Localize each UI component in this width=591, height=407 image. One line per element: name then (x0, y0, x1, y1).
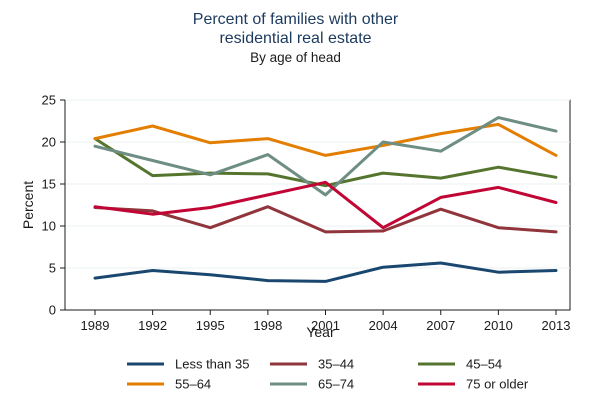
legend-label-less-than-35: Less than 35 (175, 357, 249, 372)
y-axis: 0 5 10 15 20 25 (42, 93, 66, 318)
legend-item-65-74: 65–74 (270, 377, 354, 392)
series-line-65-74 (93, 116, 558, 197)
x-tick-label-1989: 1989 (81, 318, 110, 333)
legend-item-less-than-35: Less than 35 (127, 357, 249, 372)
legend-label-65-74: 65–74 (318, 377, 354, 392)
x-axis: 1989 1992 1995 1998 2001 2004 2007 2010 2013 (65, 309, 571, 333)
x-tick-label-2013: 2013 (542, 318, 571, 333)
x-tick-label-1998: 1998 (253, 318, 282, 333)
chart-title-line1: Percent of families with other (192, 11, 399, 28)
series-line-less-than-35 (93, 261, 558, 283)
x-tick-label-2010: 2010 (484, 318, 513, 333)
x-tick-label-1995: 1995 (196, 318, 225, 333)
legend-item-45-54: 45–54 (418, 357, 502, 372)
x-tick-label-2004: 2004 (369, 318, 398, 333)
x-axis-title: Year (306, 324, 335, 340)
y-tick-label-0: 0 (49, 303, 56, 318)
x-tick-label-1992: 1992 (138, 318, 167, 333)
y-tick-label-20: 20 (42, 135, 56, 150)
legend-label-45-54: 45–54 (466, 357, 502, 372)
legend-item-35-44: 35–44 (270, 357, 354, 372)
y-tick-label-25: 25 (42, 93, 56, 108)
x-tick-label-2007: 2007 (426, 318, 455, 333)
plot-frame (64, 99, 571, 311)
x-tick-label-2001: 2001 (311, 318, 340, 333)
plot-area (64, 99, 571, 311)
chart-subtitle: By age of head (250, 50, 341, 65)
legend-label-55-64: 55–64 (175, 377, 211, 392)
series-line-35-44 (93, 205, 558, 234)
y-tick-label-10: 10 (42, 219, 56, 234)
y-tick-label-15: 15 (42, 177, 56, 192)
legend: Less than 35 35–44 45–54 55–64 65–74 75 or ol… (127, 357, 529, 392)
series-line-75-or-older (93, 180, 558, 230)
legend-item-75-or-older: 75 or older (418, 377, 529, 392)
y-tick-label-5: 5 (49, 261, 56, 276)
legend-item-55-64: 55–64 (127, 377, 211, 392)
gridlines (65, 99, 570, 269)
y-axis-title: Percent (20, 181, 36, 229)
series-lines (93, 116, 558, 283)
series-line-45-54 (93, 137, 558, 188)
legend-label-35-44: 35–44 (318, 357, 354, 372)
chart-title-line2: residential real estate (219, 30, 372, 47)
legend-label-75-or-older: 75 or older (466, 377, 529, 392)
